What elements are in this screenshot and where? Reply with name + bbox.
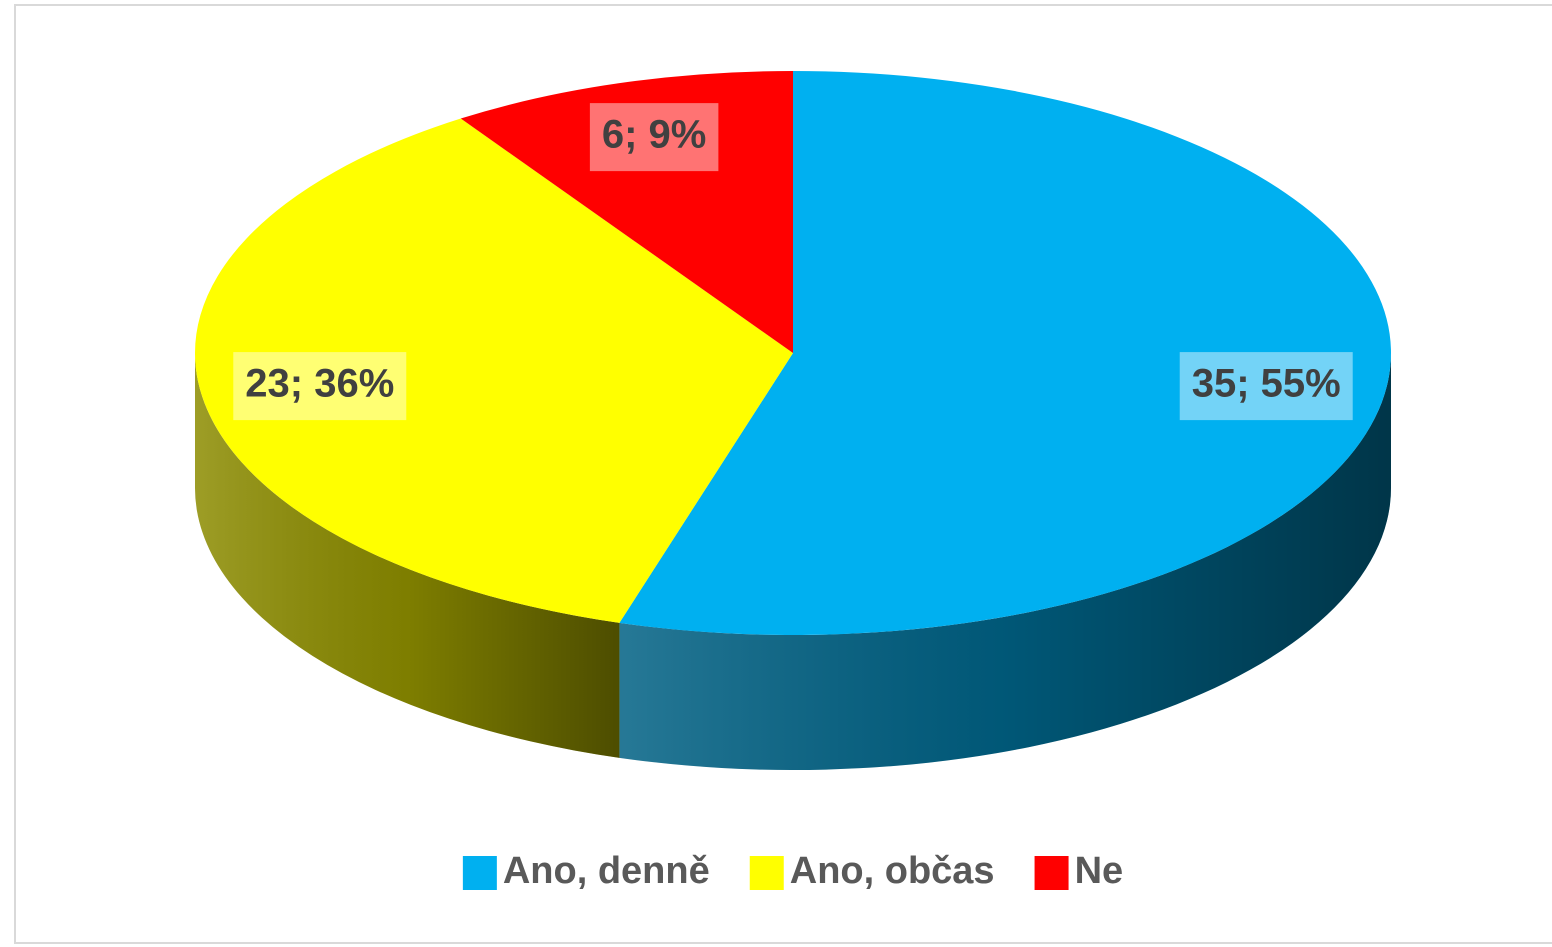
legend-label: Ne bbox=[1075, 850, 1124, 892]
legend-label: Ano, denně bbox=[503, 850, 710, 892]
data-label-bg bbox=[589, 103, 719, 172]
data-label-bg bbox=[233, 352, 407, 421]
pie bbox=[195, 71, 1391, 770]
slice-side-shade bbox=[619, 353, 1391, 770]
data-label: 23; 36% bbox=[245, 362, 394, 406]
legend-label: Ano, občas bbox=[790, 850, 995, 892]
data-labels: 35; 55% 23; 36% 6; 9% bbox=[233, 103, 1353, 421]
slice bbox=[195, 118, 793, 623]
legend-swatch bbox=[462, 856, 497, 890]
legend: Ano, denně Ano, občas Ne bbox=[462, 850, 1124, 892]
slice bbox=[460, 71, 793, 353]
legend-swatch bbox=[1034, 856, 1069, 890]
data-label: 6; 9% bbox=[602, 113, 707, 157]
slice bbox=[619, 71, 1391, 635]
data-label: 35; 55% bbox=[1192, 362, 1341, 406]
slice-side-shade bbox=[195, 353, 620, 758]
legend-swatch bbox=[749, 856, 784, 890]
data-label-bg bbox=[1179, 352, 1353, 421]
